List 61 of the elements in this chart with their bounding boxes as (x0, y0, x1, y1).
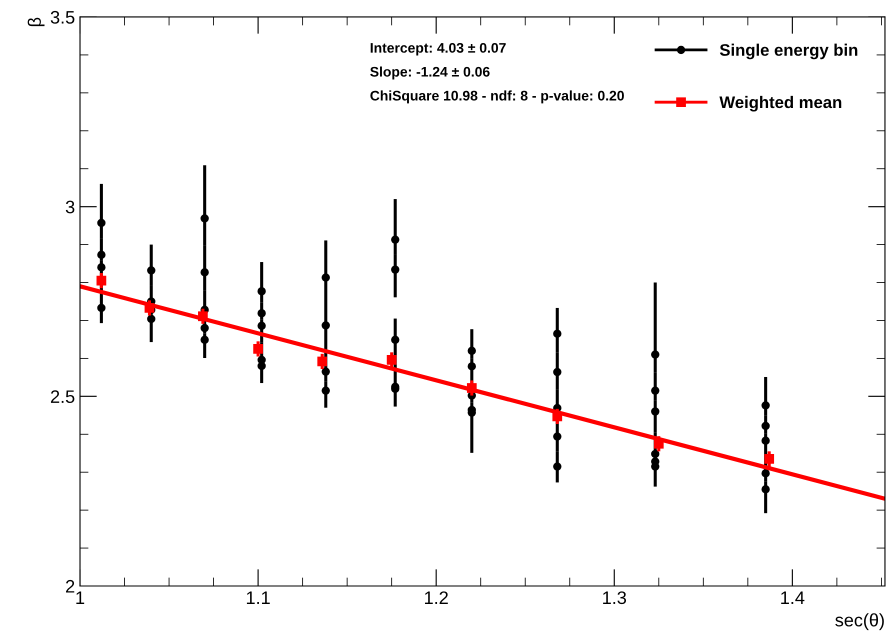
y-tick-label: 2 (66, 580, 74, 593)
point (257, 287, 266, 296)
point (553, 330, 562, 338)
point (322, 368, 330, 376)
point (253, 344, 263, 354)
point (391, 336, 400, 344)
annotation: Slope: -1.24 ± 0.06 (370, 66, 490, 80)
point (468, 346, 476, 355)
point (200, 268, 209, 276)
point (761, 436, 770, 445)
point (391, 235, 400, 244)
point (200, 324, 209, 332)
point (322, 321, 330, 330)
point (391, 265, 400, 274)
x-tick-label: 1.1 (246, 592, 270, 604)
point (552, 412, 562, 422)
point (317, 356, 328, 366)
point (651, 386, 660, 395)
x-tick-label: 1.2 (425, 591, 448, 604)
point (761, 485, 770, 494)
y-tick-label: 3.5 (50, 10, 74, 24)
point (97, 250, 106, 259)
annotation: ChiSquare 10.98 - ndf: 8 - p-value: 0.20 (370, 90, 624, 104)
point (97, 304, 106, 312)
point (257, 362, 266, 370)
point (386, 355, 397, 365)
x-tick-label: 1.4 (781, 592, 804, 604)
point (654, 438, 664, 449)
x-tick-label: 1.3 (603, 591, 626, 604)
point (322, 273, 330, 282)
point (761, 401, 770, 410)
point (257, 322, 266, 330)
y-tick-label: 3 (66, 200, 74, 214)
point (97, 218, 106, 228)
point (761, 422, 770, 430)
point (198, 311, 208, 322)
point (553, 368, 562, 376)
point (322, 386, 330, 395)
point (651, 407, 660, 416)
point (468, 362, 476, 371)
y-axis-title: β (28, 18, 44, 26)
point (257, 309, 266, 318)
point (147, 266, 156, 275)
y-tick-label: 2.5 (50, 390, 74, 404)
point (97, 263, 106, 272)
point (200, 214, 209, 223)
x-tick-label: 1 (76, 592, 84, 604)
annotation: Intercept: 4.03 ± 0.07 (370, 42, 506, 56)
point (651, 450, 660, 458)
legend-label: Weighted mean (719, 96, 842, 112)
point (147, 314, 156, 324)
point (96, 276, 106, 286)
point (764, 454, 774, 464)
point (553, 432, 562, 441)
point (553, 462, 562, 471)
legend-label: Single energy bin (720, 44, 858, 60)
point (651, 350, 660, 359)
x-axis-title: sec(θ) (835, 613, 884, 630)
point (466, 383, 477, 393)
point (200, 336, 209, 344)
point (761, 469, 770, 478)
